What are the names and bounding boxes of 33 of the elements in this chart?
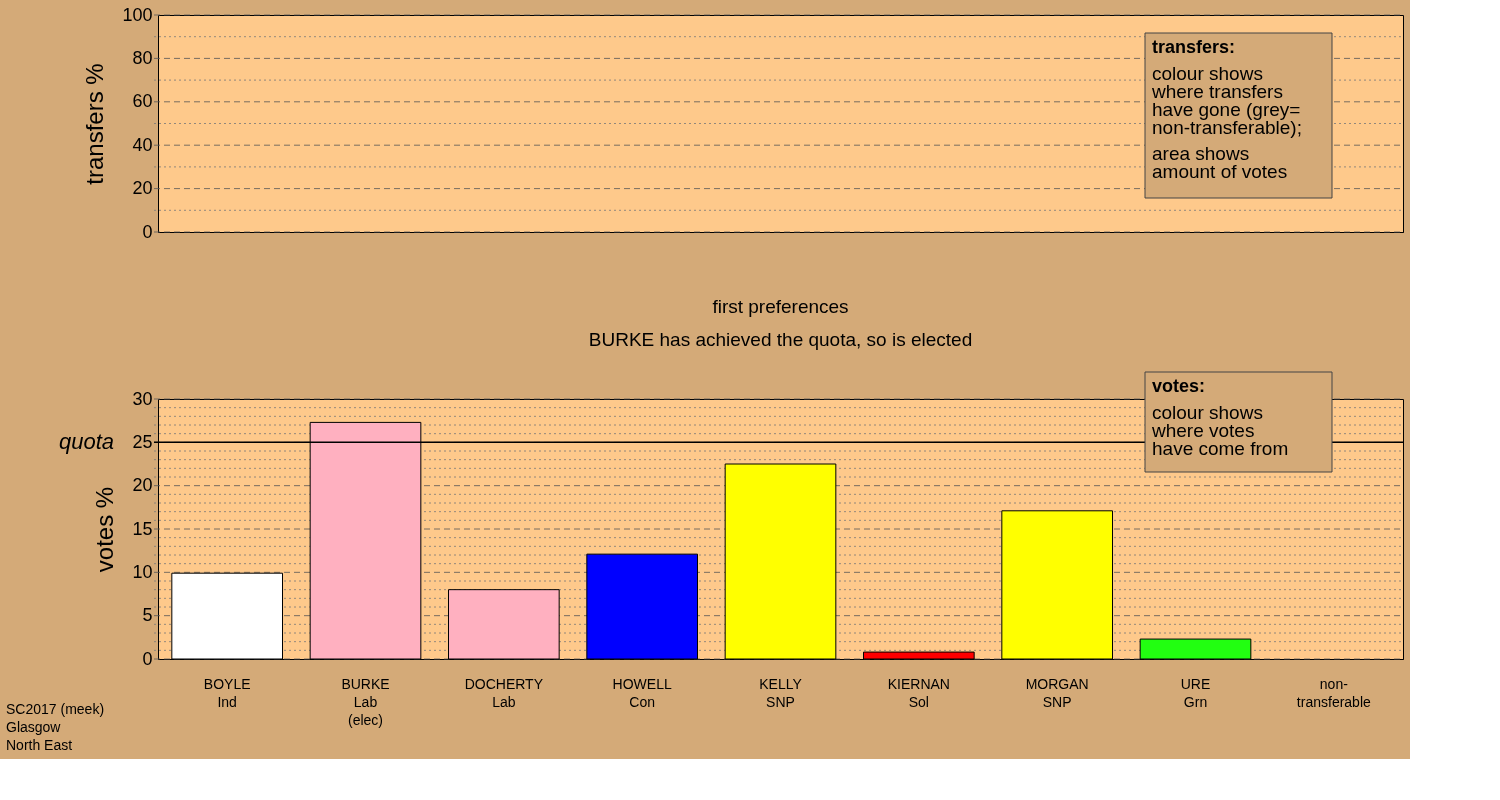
x-tick-label: HOWELL Con bbox=[612, 675, 672, 710]
y-tick-label: 20 bbox=[132, 178, 153, 199]
y-tick-label: 20 bbox=[132, 475, 153, 496]
annotation: colour shows where transfers have gone (grey= non-transferable); bbox=[1151, 63, 1302, 138]
x-tick-label: BOYLE Ind bbox=[203, 675, 251, 710]
y-tick-label: 100 bbox=[122, 4, 153, 25]
x-tick-label: URE Grn bbox=[1180, 675, 1211, 710]
y-tick-label: 80 bbox=[132, 47, 153, 68]
y-tick-label: 40 bbox=[132, 134, 153, 155]
y-tick-label: 25 bbox=[132, 431, 153, 452]
annotation: colour shows where votes have come from bbox=[1151, 402, 1289, 459]
x-tick-label: KIERNAN Sol bbox=[887, 675, 950, 710]
text: SC2017 (meek) Glasgow North East bbox=[6, 701, 105, 753]
y-tick-label: 0 bbox=[142, 648, 153, 669]
x-tick-label: KELLY SNP bbox=[759, 675, 803, 710]
x-tick-label: MORGAN SNP bbox=[1025, 675, 1089, 710]
y-tick-label: 0 bbox=[142, 221, 153, 242]
y-tick-label: 30 bbox=[132, 388, 153, 409]
y-tick-label: 10 bbox=[132, 561, 153, 582]
chart-subtitle: BURKE has achieved the quota, so is elected bbox=[588, 328, 973, 350]
y-tick-label: 15 bbox=[132, 518, 153, 539]
chart-title: first preferences bbox=[712, 295, 849, 317]
annotation: transfers: bbox=[1152, 37, 1236, 57]
y-tick-label: 5 bbox=[142, 605, 153, 626]
x-tick-label: DOCHERTY Lab bbox=[464, 675, 544, 710]
ref-line-label: quota bbox=[58, 429, 114, 455]
text: votes: bbox=[1152, 376, 1206, 396]
y-tick-label: 60 bbox=[132, 91, 153, 112]
y-axis-title: transfers % bbox=[81, 63, 109, 185]
y-axis-title: votes % bbox=[91, 486, 119, 573]
x-tick-label: BURKE Lab (elec) bbox=[341, 675, 390, 728]
x-tick-label: non- transferable bbox=[1296, 675, 1372, 710]
annotation: area shows amount of votes bbox=[1152, 143, 1288, 182]
